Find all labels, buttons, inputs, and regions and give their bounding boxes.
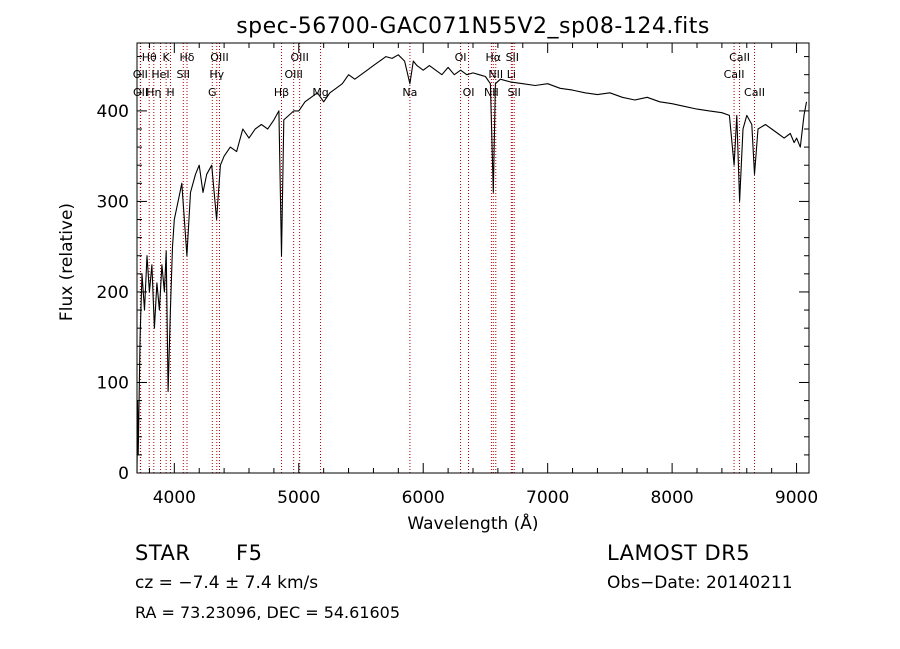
- x-axis-label: Wavelength (Å): [407, 512, 538, 534]
- velocity-readout: cz = −7.4 ± 7.4 km/s: [135, 573, 319, 593]
- survey-name: LAMOST DR5: [607, 541, 751, 565]
- annotation-17: OI: [455, 51, 467, 64]
- y-tick-label-4: 400: [97, 102, 129, 122]
- y-tick-label-1: 100: [97, 373, 129, 393]
- x-tick-label-4: 8000: [650, 488, 693, 508]
- obs-date: Obs−Date: 20140211: [607, 573, 793, 593]
- annotation-19: NII: [484, 86, 499, 99]
- annotation-4: HeI: [151, 68, 169, 81]
- y-tick-label-0: 0: [118, 464, 129, 484]
- annotation-22: Li: [507, 68, 516, 81]
- annotation-8: Hδ: [180, 51, 195, 64]
- axes: 4000 5000 6000 7000 8000 9000 0 100 200 300 400: [97, 43, 818, 508]
- x-tick-label-0: 4000: [153, 488, 196, 508]
- annotation-15: Mg: [312, 86, 328, 99]
- plot-frame: [136, 42, 810, 474]
- annotation-20: Hα: [486, 51, 502, 64]
- spectral-subclass: F5: [236, 541, 263, 565]
- line-markers: [139, 43, 755, 473]
- annotation-14: OIII: [290, 51, 308, 64]
- annotation-18: OI: [463, 86, 475, 99]
- chart-title: spec-56700-GAC071N55V2_sp08-124.fits: [236, 14, 710, 39]
- annotation-11: G: [208, 86, 217, 99]
- annotation-23: SII: [506, 51, 519, 64]
- annotation-1: OII: [133, 68, 148, 81]
- annotation-2: OII: [133, 86, 148, 99]
- annotation-16: Na: [402, 86, 417, 99]
- y-tick-label-2: 200: [97, 283, 129, 303]
- annotation-5: K: [163, 51, 171, 64]
- spectrum-line: [136, 54, 808, 474]
- x-tick-label-1: 5000: [277, 488, 320, 508]
- annotation-9: Hγ: [209, 68, 224, 81]
- object-class: STAR: [135, 541, 191, 565]
- y-tick-label-3: 300: [97, 192, 129, 212]
- annotation-21: NII: [488, 68, 503, 81]
- annotation-25: CaII: [724, 68, 745, 81]
- spectrum-series: [136, 54, 808, 474]
- annotation-6: H: [166, 86, 174, 99]
- annotation-24: SII: [507, 86, 520, 99]
- x-tick-label-2: 6000: [402, 488, 445, 508]
- annotation-12: Hβ: [274, 86, 289, 99]
- annotation-0: Hθ: [142, 51, 157, 64]
- annotation-27: CaII: [744, 86, 765, 99]
- annotation-3: Hη: [146, 86, 161, 99]
- y-axis-label: Flux (relative): [57, 203, 77, 321]
- annotation-26: CaII: [729, 51, 750, 64]
- annotation-7: SII: [177, 68, 190, 81]
- annotation-10: OIII: [210, 51, 228, 64]
- x-tick-label-3: 7000: [526, 488, 569, 508]
- x-tick-label-5: 9000: [775, 488, 818, 508]
- coordinates: RA = 73.23096, DEC = 54.61605: [135, 603, 401, 622]
- annotation-13: OIII: [284, 68, 302, 81]
